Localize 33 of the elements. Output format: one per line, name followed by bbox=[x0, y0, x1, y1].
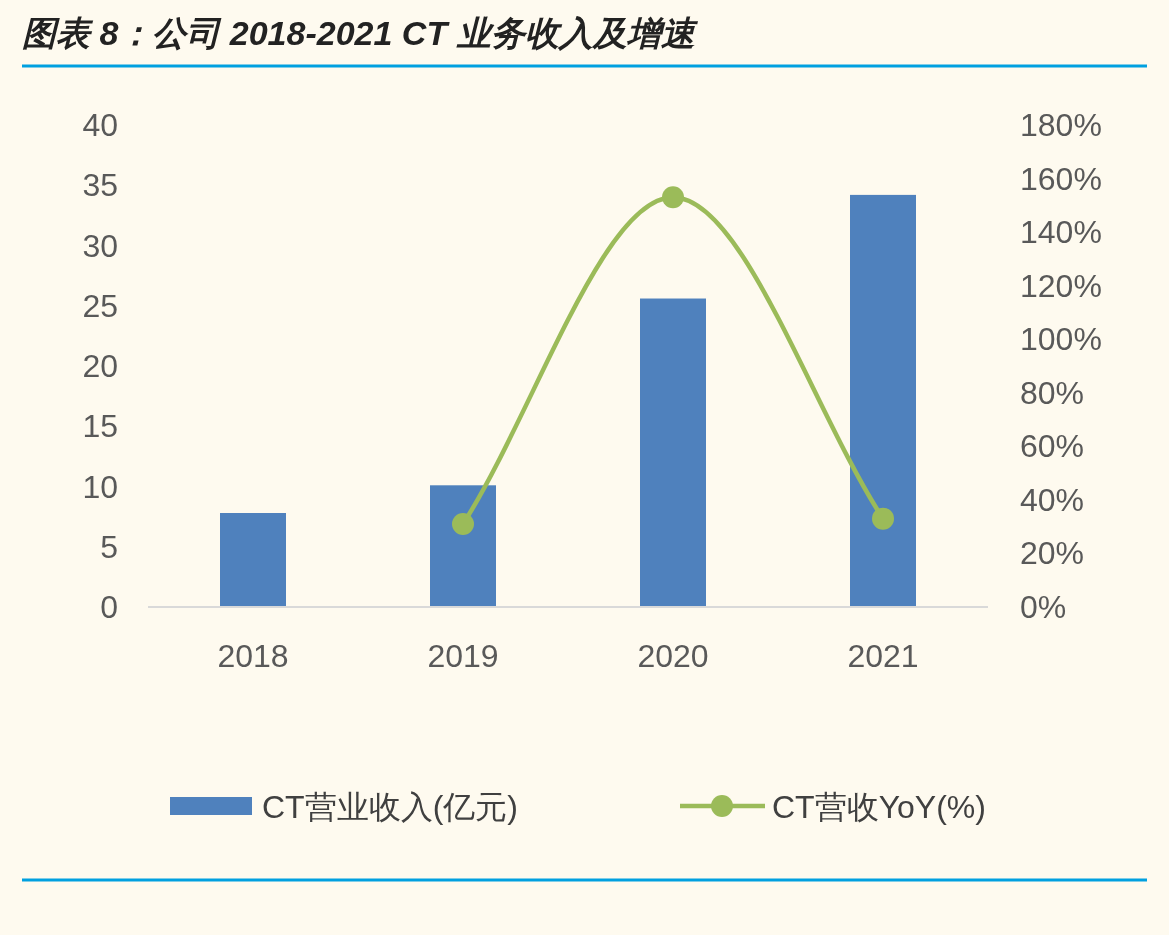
y-tick-label: 35 bbox=[82, 167, 118, 204]
y-tick-label: 0 bbox=[100, 589, 118, 625]
x-tick-label: 2020 bbox=[637, 638, 709, 674]
y-tick-label: 5 bbox=[100, 528, 118, 565]
legend-label: CT营收YoY(%) bbox=[772, 789, 986, 825]
y-tick-label: 40 bbox=[82, 107, 118, 143]
point bbox=[872, 507, 894, 530]
y2-tick-label: 80% bbox=[1020, 374, 1085, 411]
x-tick-label: 2018 bbox=[217, 638, 289, 674]
legend-label: CT营业收入(亿元) bbox=[262, 789, 518, 825]
y2-tick-label: 120% bbox=[1020, 267, 1102, 304]
x-tick-label: 2019 bbox=[427, 638, 499, 674]
y-tick-label: 15 bbox=[82, 408, 118, 445]
bar bbox=[640, 298, 706, 607]
point bbox=[662, 186, 684, 209]
bar bbox=[850, 194, 916, 607]
y2-tick-label: 140% bbox=[1020, 214, 1102, 251]
y-tick-label: 25 bbox=[82, 287, 118, 324]
y2-tick-label: 0% bbox=[1020, 589, 1067, 625]
bar bbox=[430, 485, 496, 607]
y2-tick-label: 100% bbox=[1020, 321, 1102, 358]
chart-title: 图表 8：公司 2018-2021 CT 业务收入及增速 bbox=[22, 14, 699, 52]
x-tick-label: 2021 bbox=[847, 638, 919, 674]
y-tick-label: 30 bbox=[82, 227, 118, 264]
y2-tick-label: 20% bbox=[1020, 535, 1085, 572]
y2-tick-label: 60% bbox=[1020, 428, 1085, 465]
point bbox=[452, 512, 474, 535]
y2-tick-label: 180% bbox=[1020, 107, 1102, 143]
y-tick-label: 10 bbox=[82, 468, 118, 505]
y2-tick-label: 40% bbox=[1020, 481, 1085, 518]
y2-tick-label: 160% bbox=[1020, 160, 1102, 197]
bar bbox=[220, 513, 286, 607]
y-tick-label: 20 bbox=[82, 348, 118, 384]
